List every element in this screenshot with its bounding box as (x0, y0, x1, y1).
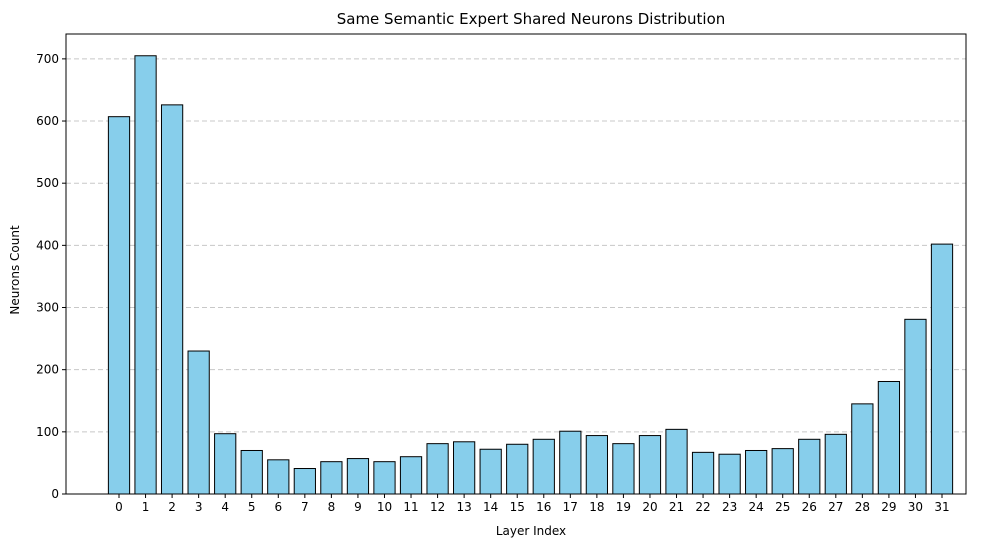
bar-layer-13 (453, 441, 476, 495)
bar-layer-1 (134, 55, 157, 495)
bar-layer-24 (745, 449, 768, 495)
x-tick-label: 25 (775, 500, 790, 514)
x-tick-label: 30 (908, 500, 923, 514)
bar-layer-5 (240, 449, 263, 495)
bar-layer-16 (532, 438, 555, 495)
bar-layer-8 (320, 461, 343, 495)
x-tick-label: 18 (589, 500, 604, 514)
x-tick-label: 6 (274, 500, 282, 514)
x-tick-label: 20 (642, 500, 657, 514)
bar-layer-23 (718, 453, 741, 495)
x-tick-label: 13 (456, 500, 471, 514)
x-tick-label: 3 (195, 500, 203, 514)
bar-layer-17 (559, 430, 582, 495)
bar-layer-11 (399, 456, 423, 495)
x-tick-label: 24 (749, 500, 764, 514)
x-tick-label: 4 (221, 500, 229, 514)
x-tick-label: 9 (354, 500, 362, 514)
y-tick-label: 700 (36, 52, 59, 66)
bar-layer-19 (612, 443, 635, 495)
bar-layer-28 (851, 403, 874, 495)
bar-layer-18 (585, 435, 608, 495)
bar-layer-9 (346, 458, 370, 495)
bar-layer-22 (691, 451, 715, 495)
x-tick-label: 1 (142, 500, 150, 514)
y-tick-label: 200 (36, 363, 59, 377)
y-axis-ticks: 0 100 200 300 400 500 600 700 (36, 52, 66, 501)
x-tick-label: 22 (695, 500, 710, 514)
bar-layer-12 (426, 443, 449, 495)
bar-layer-25 (771, 448, 794, 495)
bar-layer-29 (877, 380, 901, 495)
bar-layer-30 (904, 318, 927, 495)
bar-layer-26 (798, 438, 821, 495)
y-tick-label: 0 (51, 487, 59, 501)
bar-layer-14 (479, 448, 502, 495)
y-tick-label: 300 (36, 301, 59, 315)
bar-layer-3 (187, 350, 210, 495)
bar-layer-27 (824, 433, 847, 495)
x-axis-ticks: 0 1 2 3 4 5 6 7 8 9 10 11 12 13 14 15 16 17 18 19 20 21 22 23 24… (115, 494, 950, 514)
bar-layer-7 (293, 468, 316, 495)
x-tick-label: 14 (483, 500, 498, 514)
x-tick-label: 26 (802, 500, 817, 514)
y-tick-label: 500 (36, 176, 59, 190)
chart-title: Same Semantic Expert Shared Neurons Dist… (337, 10, 726, 28)
bar-layer-10 (373, 461, 396, 495)
bar-layer-20 (638, 435, 662, 495)
x-tick-label: 17 (563, 500, 578, 514)
grid-lines (66, 58, 966, 433)
x-tick-label: 27 (828, 500, 843, 514)
x-tick-label: 10 (377, 500, 392, 514)
bar-layer-4 (214, 433, 237, 495)
x-tick-label: 7 (301, 500, 309, 514)
x-tick-label: 21 (669, 500, 684, 514)
bar-layer-0 (107, 116, 131, 495)
x-tick-label: 28 (855, 500, 870, 514)
x-axis-label: Layer Index (496, 524, 566, 538)
x-tick-label: 31 (934, 500, 949, 514)
bar-layer-6 (267, 459, 290, 495)
y-tick-label: 100 (36, 425, 59, 439)
x-tick-label: 8 (328, 500, 336, 514)
y-tick-label: 400 (36, 238, 59, 252)
x-tick-label: 0 (115, 500, 123, 514)
y-axis-label: Neurons Count (8, 225, 22, 315)
bar-layer-15 (506, 443, 529, 495)
x-tick-label: 19 (616, 500, 631, 514)
x-tick-label: 16 (536, 500, 551, 514)
x-tick-label: 29 (881, 500, 896, 514)
x-tick-label: 11 (403, 500, 418, 514)
bar-layer-21 (665, 428, 688, 495)
x-tick-label: 12 (430, 500, 445, 514)
y-tick-label: 600 (36, 114, 59, 128)
bar-layer-31 (930, 243, 954, 495)
bar-layer-2 (160, 104, 184, 495)
plot-frame (65, 33, 967, 495)
x-tick-label: 15 (510, 500, 525, 514)
x-tick-label: 2 (168, 500, 176, 514)
x-tick-label: 23 (722, 500, 737, 514)
x-tick-label: 5 (248, 500, 256, 514)
